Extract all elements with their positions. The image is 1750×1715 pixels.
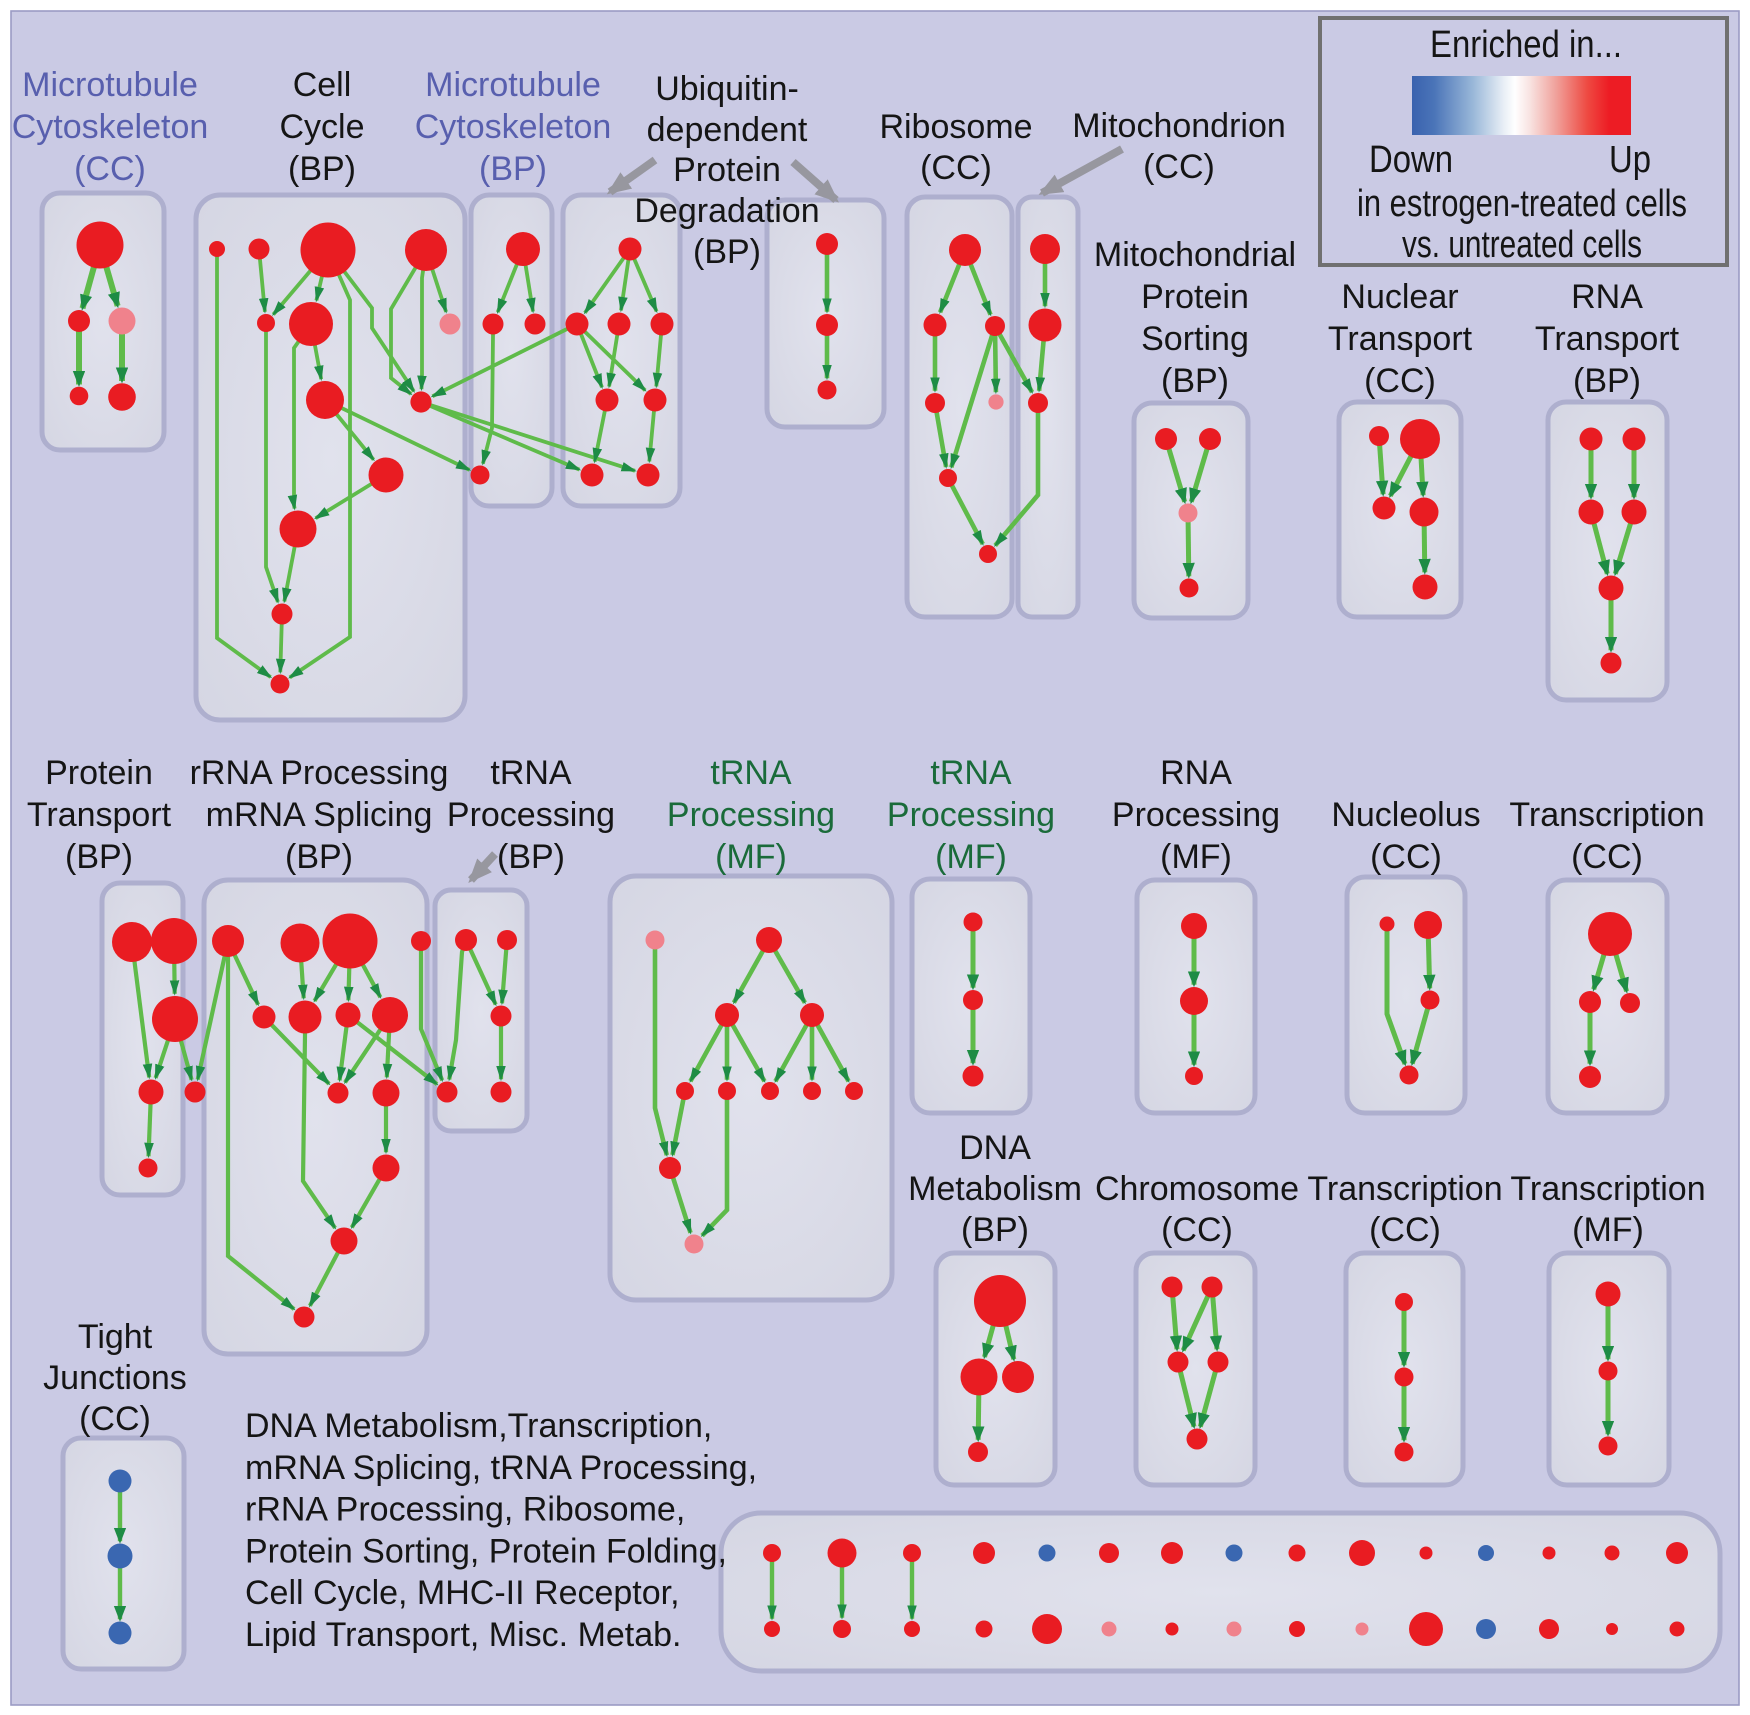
svg-text:Processing: Processing: [667, 796, 835, 834]
svg-text:(BP): (BP): [1161, 362, 1229, 400]
svg-text:Tight: Tight: [78, 1318, 153, 1356]
svg-text:(CC): (CC): [1364, 362, 1436, 400]
svg-text:Microtubule: Microtubule: [425, 66, 601, 104]
svg-text:Cell: Cell: [293, 66, 352, 104]
svg-text:Mitochondrial: Mitochondrial: [1094, 236, 1296, 274]
svg-text:RNA: RNA: [1571, 278, 1643, 316]
svg-text:tRNA: tRNA: [710, 754, 792, 792]
svg-text:Cell Cycle, MHC-II Receptor,: Cell Cycle, MHC-II Receptor,: [245, 1574, 680, 1612]
svg-text:rRNA Processing: rRNA Processing: [190, 754, 449, 792]
svg-text:Transcription: Transcription: [1307, 1170, 1502, 1208]
svg-text:(CC): (CC): [1571, 838, 1643, 876]
svg-text:(CC): (CC): [74, 150, 146, 188]
svg-text:(BP): (BP): [693, 233, 761, 271]
svg-text:Transport: Transport: [1328, 320, 1473, 358]
svg-text:Processing: Processing: [1112, 796, 1280, 834]
svg-text:(BP): (BP): [285, 838, 353, 876]
svg-text:(MF): (MF): [1572, 1211, 1644, 1249]
svg-text:(BP): (BP): [1573, 362, 1641, 400]
svg-text:Lipid Transport, Misc. Metab.: Lipid Transport, Misc. Metab.: [245, 1616, 682, 1654]
svg-text:Sorting: Sorting: [1141, 320, 1249, 358]
svg-text:(BP): (BP): [961, 1211, 1029, 1249]
svg-text:Chromosome: Chromosome: [1095, 1170, 1299, 1208]
svg-text:in estrogen-treated cells: in estrogen-treated cells: [1357, 183, 1687, 225]
svg-text:Nucleolus: Nucleolus: [1331, 796, 1480, 834]
svg-text:Down: Down: [1369, 139, 1453, 181]
svg-text:Transport: Transport: [27, 796, 172, 834]
svg-text:(CC): (CC): [1369, 1211, 1441, 1249]
svg-text:Protein Sorting, Protein Foldi: Protein Sorting, Protein Folding,: [245, 1532, 727, 1570]
svg-text:rRNA Processing, Ribosome,: rRNA Processing, Ribosome,: [245, 1491, 685, 1529]
svg-text:(CC): (CC): [1143, 148, 1215, 186]
svg-text:Microtubule: Microtubule: [22, 66, 198, 104]
svg-text:(BP): (BP): [288, 150, 356, 188]
svg-text:Protein: Protein: [673, 151, 781, 189]
svg-text:(BP): (BP): [65, 838, 133, 876]
svg-text:Transcription: Transcription: [1509, 796, 1704, 834]
svg-text:(CC): (CC): [1370, 838, 1442, 876]
svg-text:Ubiquitin-: Ubiquitin-: [655, 70, 799, 108]
svg-text:mRNA Splicing, tRNA Processing: mRNA Splicing, tRNA Processing,: [245, 1449, 757, 1487]
svg-text:Mitochondrion: Mitochondrion: [1072, 107, 1286, 145]
svg-text:tRNA: tRNA: [930, 754, 1012, 792]
svg-text:DNA: DNA: [959, 1129, 1031, 1167]
svg-text:mRNA Splicing: mRNA Splicing: [206, 796, 433, 834]
svg-text:Transport: Transport: [1535, 320, 1680, 358]
svg-text:Transcription: Transcription: [1510, 1170, 1705, 1208]
svg-text:(MF): (MF): [935, 838, 1007, 876]
svg-text:RNA: RNA: [1160, 754, 1232, 792]
svg-text:Metabolism: Metabolism: [908, 1170, 1082, 1208]
svg-text:(CC): (CC): [79, 1400, 151, 1438]
svg-text:(BP): (BP): [479, 150, 547, 188]
svg-text:tRNA: tRNA: [490, 754, 572, 792]
svg-text:DNA Metabolism,Transcription,: DNA Metabolism,Transcription,: [245, 1407, 712, 1445]
svg-text:Ribosome: Ribosome: [879, 108, 1032, 146]
svg-text:Cycle: Cycle: [279, 108, 364, 146]
svg-text:(CC): (CC): [1161, 1211, 1233, 1249]
svg-text:Processing: Processing: [887, 796, 1055, 834]
svg-text:(BP): (BP): [497, 838, 565, 876]
svg-text:(MF): (MF): [1160, 838, 1232, 876]
svg-text:Up: Up: [1609, 139, 1651, 181]
svg-text:Degradation: Degradation: [634, 192, 819, 230]
svg-text:vs. untreated cells: vs. untreated cells: [1402, 224, 1642, 266]
svg-text:Junctions: Junctions: [43, 1359, 187, 1397]
svg-text:Protein: Protein: [45, 754, 153, 792]
svg-text:Protein: Protein: [1141, 278, 1249, 316]
svg-text:Nuclear: Nuclear: [1341, 278, 1458, 316]
svg-text:(CC): (CC): [920, 149, 992, 187]
svg-text:Cytoskeleton: Cytoskeleton: [12, 108, 209, 146]
svg-text:(MF): (MF): [715, 838, 787, 876]
svg-text:dependent: dependent: [647, 111, 808, 149]
svg-text:Processing: Processing: [447, 796, 615, 834]
svg-text:Cytoskeleton: Cytoskeleton: [415, 108, 612, 146]
svg-text:Enriched in...: Enriched in...: [1430, 24, 1622, 66]
